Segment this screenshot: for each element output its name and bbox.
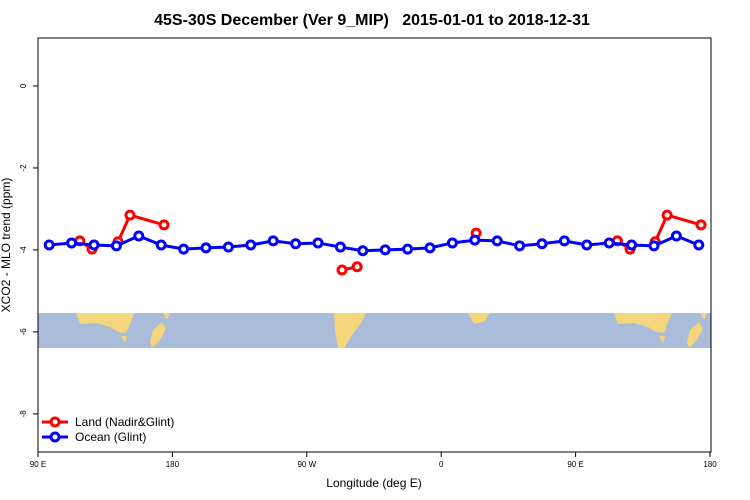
data-point: [514, 240, 526, 252]
data-point: [200, 242, 212, 254]
y-tick-label: -6: [19, 328, 28, 336]
legend-label: Land (Nadir&Glint): [75, 415, 174, 429]
data-point: [133, 230, 145, 242]
data-point: [351, 261, 363, 273]
data-point: [245, 239, 257, 251]
legend-label: Ocean (Glint): [75, 430, 146, 444]
data-point: [424, 242, 436, 254]
y-axis-title: XCO2 - MLO trend (ppm): [0, 178, 13, 313]
data-point: [357, 245, 369, 257]
data-point: [695, 219, 707, 231]
x-tick-label: 90 E: [567, 460, 583, 469]
data-point: [334, 241, 346, 253]
data-point: [66, 237, 78, 249]
plot-frame: [37, 37, 712, 453]
y-tick-label: -4: [19, 246, 28, 254]
data-point: [558, 235, 570, 247]
data-point: [155, 239, 167, 251]
y-tick-label: -2: [19, 164, 28, 172]
x-tick-label: 90 W: [297, 460, 316, 469]
data-point: [178, 243, 190, 255]
series-line: [49, 234, 700, 253]
data-point: [267, 235, 279, 247]
data-point: [469, 234, 481, 246]
x-tick-label: 180: [166, 460, 180, 469]
data-point: [336, 264, 348, 276]
legend-marker: [49, 431, 61, 443]
legend-marker: [49, 416, 61, 428]
data-point: [661, 209, 673, 221]
x-tick-label: 180: [703, 460, 717, 469]
data-point: [693, 239, 705, 251]
data-point: [446, 237, 458, 249]
data-point: [110, 240, 122, 252]
data-point: [626, 239, 638, 251]
map-strip: [38, 313, 711, 348]
data-point: [158, 219, 170, 231]
x-tick-label: 0: [439, 460, 444, 469]
data-point: [379, 244, 391, 256]
x-tick-label: 90 E: [30, 460, 46, 469]
data-point: [581, 239, 593, 251]
data-point: [43, 239, 55, 251]
data-point: [536, 238, 548, 250]
data-point: [670, 230, 682, 242]
data-point: [88, 239, 100, 251]
data-point: [648, 240, 660, 252]
x-axis-title: Longitude (deg E): [326, 476, 421, 490]
data-point: [312, 237, 324, 249]
data-point: [124, 209, 136, 221]
data-point: [603, 237, 615, 249]
y-tick-label: 0: [19, 83, 28, 88]
data-point: [290, 238, 302, 250]
y-tick-label: -8: [19, 410, 28, 418]
chart-title: 45S-30S December (Ver 9_MIP) 2015-01-01 …: [154, 12, 590, 29]
data-point: [491, 235, 503, 247]
data-point: [402, 243, 414, 255]
data-point: [222, 241, 234, 253]
